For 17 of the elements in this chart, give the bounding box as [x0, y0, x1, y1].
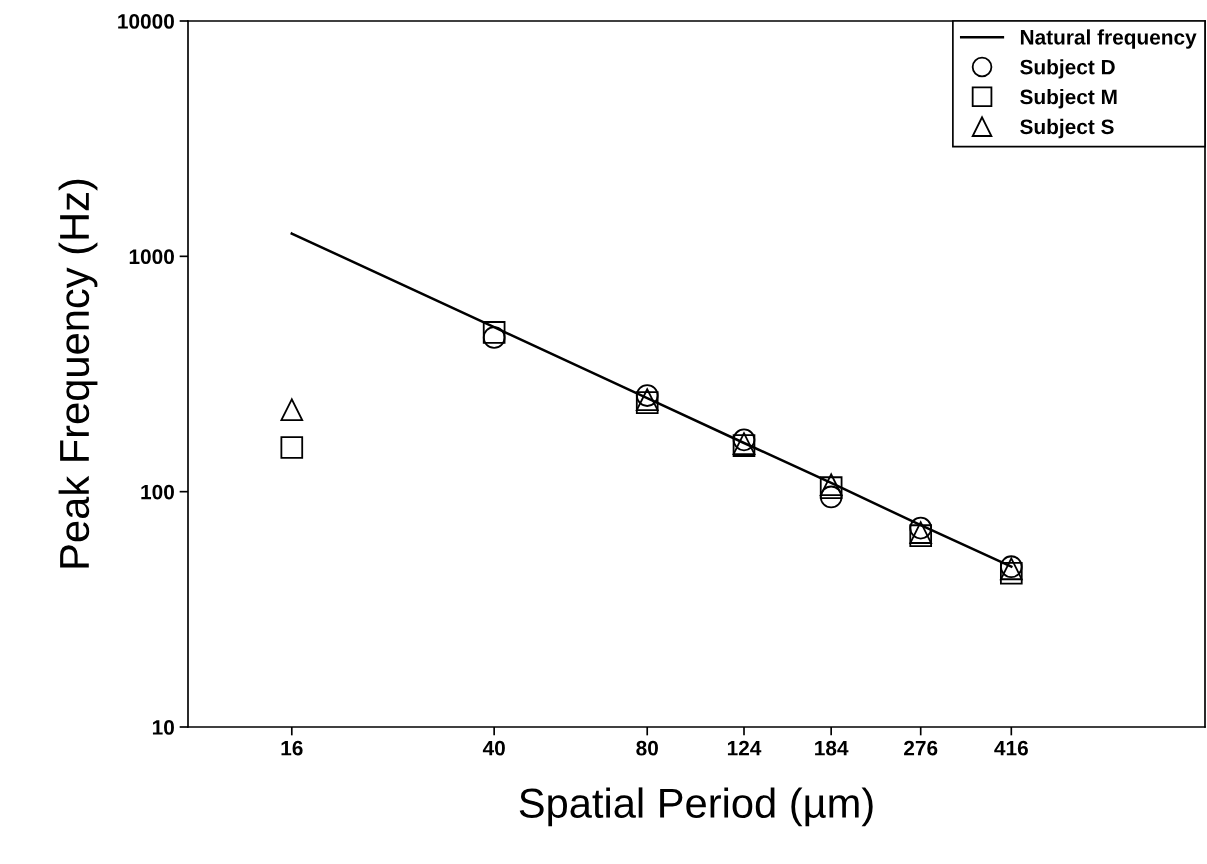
x-tick-label: 416 — [994, 740, 1028, 756]
x-tick-label: 80 — [636, 740, 658, 756]
legend-label: Natural frequency — [1020, 29, 1197, 49]
legend-label: Subject D — [1020, 59, 1115, 79]
x-tick-label: 184 — [815, 740, 849, 756]
y-tick-label: 100 — [141, 484, 174, 500]
y-tick-label: 10 — [152, 720, 174, 735]
x-tick-label: 16 — [281, 740, 303, 756]
x-axis-title: Spatial Period (µm) — [519, 787, 873, 827]
x-tick-label: 276 — [904, 740, 938, 756]
x-tick-label: 40 — [482, 740, 505, 756]
y-tick-label: 10000 — [118, 14, 174, 29]
legend-label: Subject M — [1020, 89, 1117, 109]
y-axis-title: Peak Frequency (Hz) — [58, 179, 98, 568]
x-tick-label: 124 — [727, 740, 762, 756]
legend-label: Subject S — [1020, 118, 1114, 139]
y-tick-label: 1000 — [129, 249, 174, 265]
